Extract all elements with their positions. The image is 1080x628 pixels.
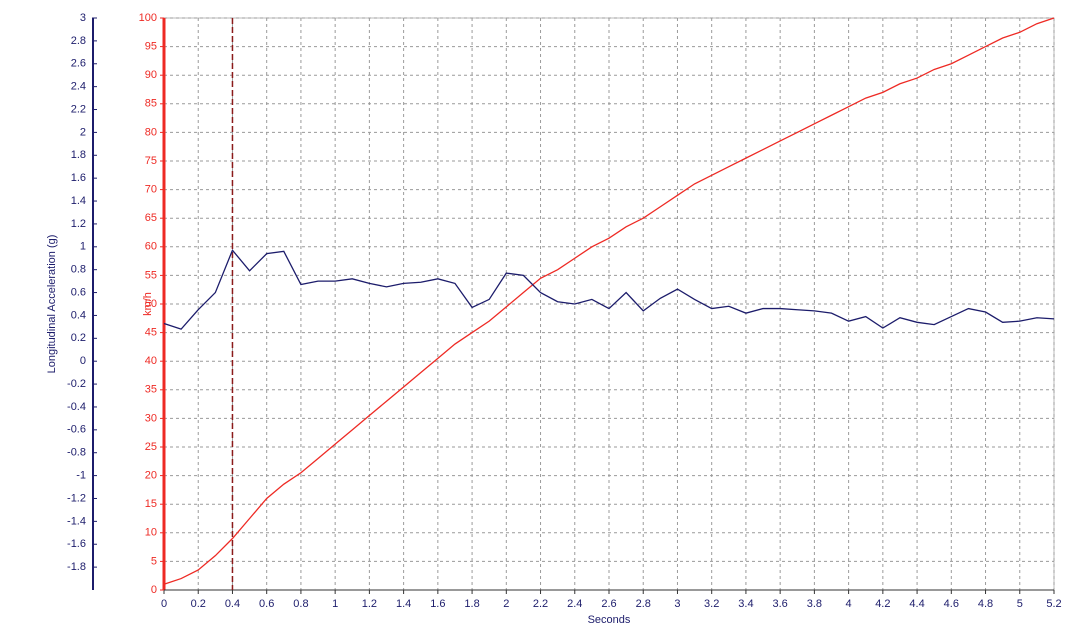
y2-tick-label: 1.6 bbox=[71, 172, 86, 184]
x-tick-label: 0 bbox=[161, 598, 167, 610]
y-tick-label: 70 bbox=[145, 184, 157, 196]
y-tick-label: 55 bbox=[145, 269, 157, 281]
x-tick-label: 0.2 bbox=[191, 598, 206, 610]
x-tick-label: 5 bbox=[1017, 598, 1023, 610]
x-tick-label: 0.6 bbox=[259, 598, 274, 610]
y-tick-label: 45 bbox=[145, 327, 157, 339]
y-tick-label: 25 bbox=[145, 441, 157, 453]
y-tick-label: 35 bbox=[145, 384, 157, 396]
x-tick-label: 4.8 bbox=[978, 598, 993, 610]
x-axis-label: Seconds bbox=[588, 614, 631, 626]
y-tick-label: 75 bbox=[145, 155, 157, 167]
x-tick-label: 2.6 bbox=[601, 598, 616, 610]
y2-tick-label: 1.8 bbox=[71, 149, 86, 161]
y2-tick-label: 1.2 bbox=[71, 218, 86, 230]
y-tick-label: 60 bbox=[145, 241, 157, 253]
y-tick-label: 20 bbox=[145, 470, 157, 482]
x-tick-label: 4.6 bbox=[944, 598, 959, 610]
y-tick-label: 100 bbox=[139, 12, 157, 24]
y-tick-label: 0 bbox=[151, 584, 157, 596]
y2-tick-label: 2.4 bbox=[71, 81, 86, 93]
y-tick-label: 90 bbox=[145, 69, 157, 81]
x-tick-label: 2.2 bbox=[533, 598, 548, 610]
y-tick-label: 5 bbox=[151, 555, 157, 567]
series-line bbox=[163, 17, 1055, 585]
y2-axis-label: Longitudinal Acceleration (g) bbox=[46, 235, 58, 374]
x-tick-label: 2 bbox=[503, 598, 509, 610]
y-tick-label: 85 bbox=[145, 98, 157, 110]
x-tick-label: 2.8 bbox=[636, 598, 651, 610]
x-tick-label: 5.2 bbox=[1046, 598, 1061, 610]
x-tick-label: 4.2 bbox=[875, 598, 890, 610]
y-tick-label: 10 bbox=[145, 527, 157, 539]
y2-tick-label: 2.8 bbox=[71, 35, 86, 47]
y2-tick-label: -0.8 bbox=[67, 447, 86, 459]
y2-tick-label: -0.4 bbox=[67, 401, 86, 413]
x-tick-label: 3 bbox=[674, 598, 680, 610]
y2-tick-label: 1 bbox=[80, 241, 86, 253]
y2-tick-label: 0 bbox=[80, 355, 86, 367]
y-tick-label: 40 bbox=[145, 355, 157, 367]
y-tick-label: 50 bbox=[145, 298, 157, 310]
y-tick-label: 80 bbox=[145, 126, 157, 138]
y2-tick-label: 0.8 bbox=[71, 264, 86, 276]
y2-tick-label: 1.4 bbox=[71, 195, 86, 207]
y2-tick-label: 0.2 bbox=[71, 332, 86, 344]
x-tick-label: 0.8 bbox=[293, 598, 308, 610]
x-tick-label: 1.8 bbox=[464, 598, 479, 610]
y2-tick-label: -1.8 bbox=[67, 561, 86, 573]
y-axis-label: km/h bbox=[142, 292, 154, 316]
y2-tick-label: 2 bbox=[80, 126, 86, 138]
y2-tick-label: -0.6 bbox=[67, 424, 86, 436]
y2-tick-label: 0.4 bbox=[71, 309, 86, 321]
y-tick-label: 95 bbox=[145, 41, 157, 53]
x-tick-label: 1.2 bbox=[362, 598, 377, 610]
x-tick-label: 0.4 bbox=[225, 598, 240, 610]
y-tick-label: 65 bbox=[145, 212, 157, 224]
y2-tick-label: -1.2 bbox=[67, 492, 86, 504]
y2-tick-label: 3 bbox=[80, 12, 86, 24]
y-tick-label: 15 bbox=[145, 498, 157, 510]
x-tick-label: 3.6 bbox=[773, 598, 788, 610]
series-line bbox=[163, 248, 1055, 330]
y2-tick-label: -1.4 bbox=[67, 515, 86, 527]
x-tick-label: 1 bbox=[332, 598, 338, 610]
y2-tick-label: -1.6 bbox=[67, 538, 86, 550]
x-tick-label: 1.4 bbox=[396, 598, 411, 610]
x-tick-label: 3.2 bbox=[704, 598, 719, 610]
y2-tick-label: 0.6 bbox=[71, 286, 86, 298]
y-tick-label: 30 bbox=[145, 412, 157, 424]
x-tick-label: 4 bbox=[846, 598, 852, 610]
y2-tick-label: -0.2 bbox=[67, 378, 86, 390]
x-tick-label: 4.4 bbox=[909, 598, 924, 610]
y2-tick-label: 2.2 bbox=[71, 103, 86, 115]
x-tick-label: 1.6 bbox=[430, 598, 445, 610]
x-tick-label: 3.4 bbox=[738, 598, 753, 610]
x-tick-label: 2.4 bbox=[567, 598, 582, 610]
y2-tick-label: 2.6 bbox=[71, 58, 86, 70]
x-tick-label: 3.8 bbox=[807, 598, 822, 610]
y2-tick-label: -1 bbox=[76, 470, 86, 482]
